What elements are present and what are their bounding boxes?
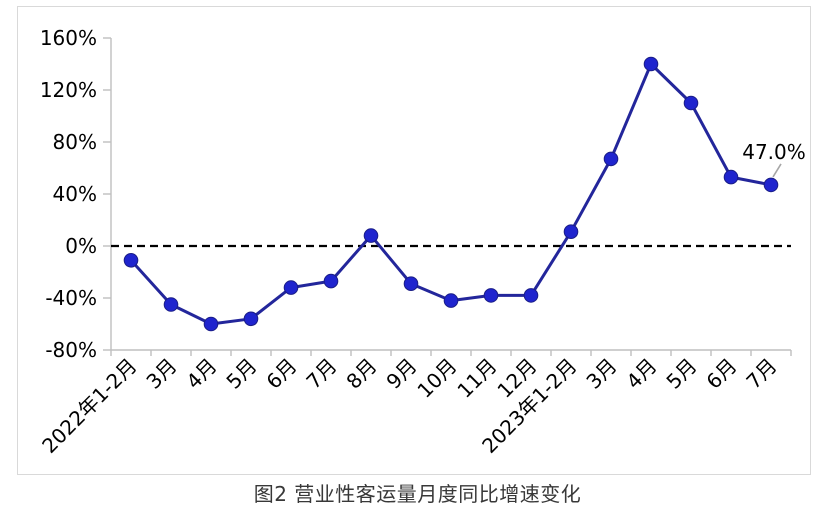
- figure-caption: 图2 营业性客运量月度同比增速变化: [253, 482, 582, 506]
- y-axis-tick-label: 40%: [53, 182, 97, 206]
- y-axis-tick-label: 80%: [53, 130, 97, 154]
- x-axis-tick-label: 8月: [341, 354, 381, 394]
- series-line: [129, 62, 772, 326]
- x-axis-tick-label: 3月: [581, 354, 621, 394]
- x-axis-tick-label: 7月: [741, 354, 781, 394]
- data-label-leader-line: [772, 163, 782, 178]
- x-axis-tick-label: 7月: [301, 354, 341, 394]
- x-axis-tick-label: 10月: [412, 354, 461, 403]
- data-point-marker: [643, 56, 659, 72]
- data-point-marker: [723, 169, 739, 185]
- y-axis-tick-label: -80%: [45, 338, 97, 362]
- data-point-marker: [243, 311, 259, 327]
- x-axis-tick-label: 3月: [141, 354, 181, 394]
- y-axis-tick-label: 160%: [40, 26, 97, 50]
- data-point-marker: [203, 316, 219, 332]
- data-point-marker: [323, 273, 339, 289]
- x-axis-tick-label: 4月: [181, 354, 221, 394]
- chart-frame: 160% 120% 80% 40% 0% -40% -80% 2022年1-2月 3月 4月 5月 6…: [17, 6, 811, 475]
- x-axis-tick-label: 11月: [452, 354, 501, 403]
- line-chart: 160%120%80%40%0%-40%-80%2022年1-2月 3月 4月 5月 6…: [37, 26, 806, 458]
- data-point-marker: [283, 280, 299, 295]
- x-axis-tick-label: 2022年1-2月: [37, 354, 141, 458]
- y-axis-tick-label: 120%: [40, 78, 97, 102]
- x-axis-tick-label: 5月: [221, 354, 261, 394]
- data-point-marker: [563, 224, 579, 239]
- data-point-marker: [603, 151, 619, 167]
- data-point-marker: [523, 288, 539, 303]
- data-point-marker: [483, 288, 499, 303]
- data-point-marker: [403, 276, 419, 292]
- data-point-marker: [683, 95, 699, 111]
- data-point-marker: [163, 297, 179, 312]
- data-point-marker: [443, 293, 459, 308]
- y-axis-tick-label: -40%: [45, 286, 97, 310]
- data-point-marker: [763, 177, 779, 193]
- x-axis-tick-label: 6月: [701, 354, 741, 394]
- data-point-value-label: 47.0%: [742, 140, 806, 164]
- data-point-marker: [363, 228, 379, 243]
- x-axis-tick-label: 4月: [621, 354, 661, 394]
- x-axis-tick-label: 6月: [261, 354, 301, 394]
- data-point-marker: [123, 253, 139, 268]
- y-axis-tick-label: 0%: [65, 234, 97, 258]
- x-axis-tick-label: 5月: [661, 354, 701, 394]
